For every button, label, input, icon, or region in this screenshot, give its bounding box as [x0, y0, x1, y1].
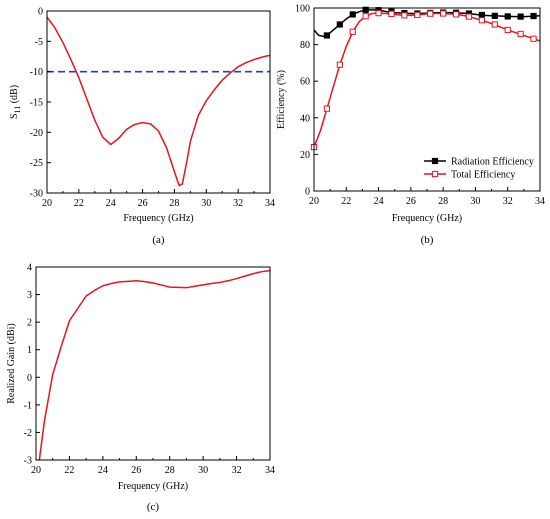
- y-tick-label-c-2: 2: [27, 318, 32, 329]
- data-marker-b-1-4: [362, 13, 369, 20]
- x-tick-label-a-3: 26: [138, 198, 148, 209]
- y-tick-label-a-0: 0: [38, 7, 43, 18]
- y-axis-label-sub-a: 11: [13, 106, 22, 114]
- x-tick-label-b-7: 34: [535, 196, 545, 207]
- x-tick-label-a-7: 34: [265, 198, 275, 209]
- x-tick-label-c-2: 24: [98, 465, 108, 476]
- x-axis-label-b: Frequency (GHz): [392, 213, 462, 224]
- legend-marker-1: [431, 170, 439, 178]
- y-tick-label-c-5: -1: [24, 400, 32, 411]
- data-marker-b-0-16: [530, 12, 537, 20]
- y-tick-label-a-4: -20: [30, 128, 43, 139]
- y-tick-label-a-1: -5: [35, 37, 43, 48]
- x-tick-label-b-4: 28: [438, 196, 448, 207]
- data-marker-b-0-12: [478, 11, 485, 19]
- data-marker-b-0-1: [336, 21, 343, 28]
- data-marker-b-0-3: [362, 6, 369, 13]
- y-tick-label-c-0: 4: [27, 263, 32, 274]
- data-marker-b-1-14: [491, 21, 498, 28]
- data-marker-b-0-13: [491, 12, 498, 19]
- data-marker-b-1-9: [427, 10, 434, 17]
- y-tick-label-a-3: -15: [30, 98, 43, 109]
- data-marker-b-1-6: [388, 10, 395, 17]
- x-tick-label-a-5: 30: [201, 198, 211, 209]
- y-axis-label-main-a: S: [9, 113, 20, 119]
- caption-c: (c): [147, 501, 160, 513]
- data-marker-b-1-1: [323, 105, 331, 112]
- plot-frame-a: [46, 10, 271, 194]
- x-tick-label-c-5: 30: [198, 465, 208, 476]
- legend-label-0: Radiation Efficiency: [451, 157, 534, 168]
- x-tick-label-b-3: 26: [406, 196, 416, 207]
- x-tick-label-b-5: 30: [470, 196, 480, 207]
- series-line-b-1: [313, 12, 541, 148]
- data-marker-b-1-13: [478, 17, 485, 24]
- y-axis-label-unit-a: (dB): [9, 85, 20, 106]
- data-marker-b-0-14: [504, 13, 511, 20]
- x-tick-label-b-1: 22: [341, 196, 351, 207]
- data-marker-b-1-8: [414, 11, 421, 19]
- y-axis-label-c: Realized Gain (dBi): [6, 323, 17, 404]
- x-axis-label-a: Frequency (GHz): [123, 213, 193, 224]
- data-marker-b-1-16: [517, 30, 524, 38]
- data-marker-b-1-3: [349, 28, 356, 35]
- data-marker-b-1-12: [465, 13, 473, 20]
- data-marker-b-1-15: [504, 26, 511, 34]
- data-marker-b-1-5: [375, 10, 382, 17]
- y-axis-label-b: Efficiency (%): [276, 70, 287, 129]
- y-tick-label-b-4: 80: [300, 40, 310, 51]
- x-tick-label-a-1: 22: [74, 198, 84, 209]
- y-tick-label-b-2: 40: [300, 113, 310, 124]
- x-tick-label-b-2: 24: [374, 196, 384, 207]
- y-tick-label-b-1: 20: [300, 150, 310, 161]
- y-tick-label-c-1: 3: [27, 290, 32, 301]
- y-tick-label-c-6: -2: [24, 428, 32, 439]
- data-marker-b-0-0: [323, 32, 331, 39]
- y-tick-label-b-0: 0: [305, 187, 310, 198]
- y-tick-label-b-5: 100: [295, 4, 310, 15]
- y-tick-label-c-7: -3: [24, 456, 32, 467]
- x-tick-label-c-4: 28: [165, 465, 175, 476]
- data-marker-b-0-15: [517, 13, 524, 20]
- x-tick-label-c-6: 32: [232, 465, 242, 476]
- legend-marker-0: [431, 157, 439, 165]
- data-marker-b-1-2: [336, 61, 343, 68]
- caption-a: (a): [152, 234, 165, 246]
- data-marker-b-0-2: [349, 11, 356, 18]
- data-marker-b-1-11: [452, 11, 460, 18]
- chart-a: 20 22 24 26 28 30 32 34 0 -5 -10 -15 -20 -25 -30 Freque…: [9, 7, 275, 247]
- data-marker-b-1-17: [530, 35, 537, 42]
- x-tick-label-a-2: 24: [106, 198, 116, 209]
- y-axis-label-a: S11 (dB): [9, 85, 22, 119]
- y-tick-label-a-2: -10: [30, 67, 43, 78]
- x-tick-label-c-3: 26: [131, 465, 141, 476]
- y-tick-label-b-3: 60: [300, 77, 310, 88]
- x-tick-label-c-0: 20: [31, 465, 41, 476]
- legend-b: Radiation Efficiency Total Efficiency: [424, 157, 534, 181]
- x-axis-label-c: Frequency (GHz): [118, 481, 188, 492]
- x-tick-label-a-4: 28: [169, 198, 179, 209]
- x-tick-label-b-6: 32: [503, 196, 513, 207]
- series-line-a-0: [46, 16, 271, 187]
- legend-label-1: Total Efficiency: [451, 170, 515, 181]
- x-tick-label-a-6: 32: [233, 198, 243, 209]
- x-tick-label-c-1: 22: [64, 465, 74, 476]
- data-marker-b-1-10: [440, 10, 447, 17]
- series-line-c-0: [38, 269, 271, 461]
- plot-frame-c: [35, 266, 271, 461]
- x-tick-label-b-0: 20: [309, 196, 319, 207]
- caption-b: (b): [421, 234, 434, 246]
- data-marker-b-1-7: [401, 12, 408, 19]
- y-tick-label-a-6: -30: [30, 189, 43, 200]
- y-tick-label-c-4: 0: [27, 373, 32, 384]
- x-tick-label-c-7: 34: [265, 465, 275, 476]
- y-tick-label-a-5: -25: [30, 158, 43, 169]
- x-tick-label-a-0: 20: [42, 198, 52, 209]
- y-tick-label-c-3: 1: [27, 345, 32, 356]
